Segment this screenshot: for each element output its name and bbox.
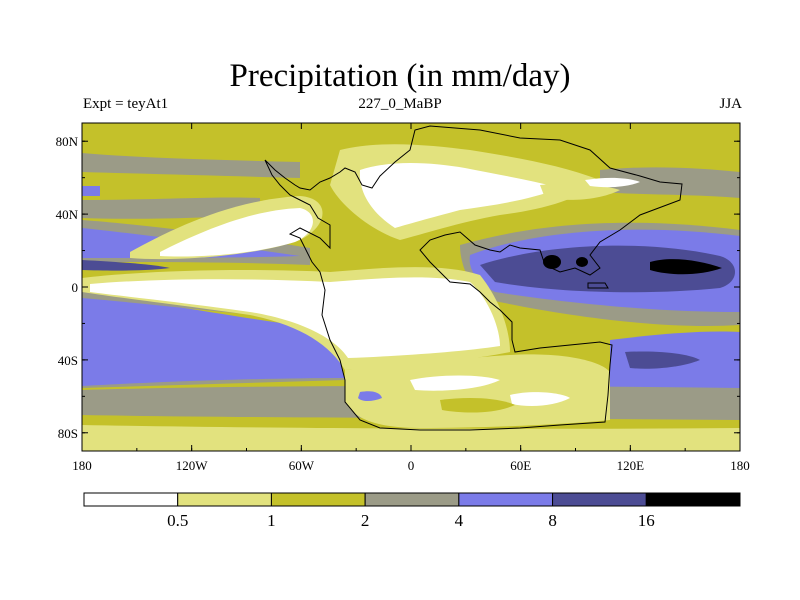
- precip-patch-north-1: [540, 183, 620, 200]
- colorbar-label: 1: [267, 511, 276, 530]
- map-title: Precipitation (in mm/day): [229, 58, 571, 94]
- colorbar: 0.5 1 2 4 8 16: [83, 492, 741, 530]
- precip-region-dry-equatorial-core: [90, 277, 500, 358]
- precip-band-darkblue-west: [82, 260, 170, 271]
- precip-band-lightyellow-polar: [82, 425, 740, 451]
- precipitation-field: [82, 123, 740, 451]
- continent-outline: [264, 125, 683, 431]
- x-tick-label: 120E: [617, 458, 645, 473]
- precip-band-blue-north: [82, 186, 100, 196]
- x-tick-label: 0: [408, 458, 415, 473]
- precip-band-gray-north: [82, 153, 300, 178]
- time-label: 227_0_MaBP: [358, 96, 442, 112]
- precip-patch-south-3: [440, 397, 515, 413]
- colorbar-swatch: [645, 492, 741, 507]
- precip-patch-south-4: [358, 391, 382, 401]
- precip-patch-south-2: [510, 392, 570, 406]
- x-tick-label: 120W: [176, 458, 209, 473]
- x-tick-label: 60W: [289, 458, 315, 473]
- colorbar-swatch: [83, 492, 179, 507]
- precip-band-darkblue-east: [480, 245, 735, 293]
- colorbar-swatch: [270, 492, 366, 507]
- precip-band-darkblue-south-east: [625, 351, 700, 369]
- precip-max-3: [650, 259, 722, 275]
- colorbar-label: 8: [548, 511, 557, 530]
- inland-sea-outline: [587, 282, 609, 289]
- season-label: JJA: [719, 96, 742, 112]
- colorbar-swatch: [458, 492, 554, 507]
- colorbar-swatch: [364, 492, 460, 507]
- y-tick-label: 80S: [58, 426, 78, 441]
- x-tick-label: 60E: [510, 458, 531, 473]
- precip-patch-south-1: [410, 375, 500, 391]
- precip-region-south-continent: [345, 354, 610, 428]
- precip-patch-north-2: [585, 177, 640, 188]
- experiment-label: Expt = teyAt1: [83, 96, 169, 112]
- colorbar-label: 2: [361, 511, 370, 530]
- y-tick-label: 40N: [56, 207, 79, 222]
- precip-region-north-continent-core: [359, 163, 560, 228]
- coastline-path: [264, 125, 683, 431]
- y-tick-label: 80N: [56, 134, 79, 149]
- precip-band-blue-south: [82, 292, 345, 386]
- colorbar-label: 4: [455, 511, 464, 530]
- colorbar-swatch: [552, 492, 647, 507]
- y-tick-label: 40S: [58, 353, 78, 368]
- colorbar-label: 16: [638, 511, 655, 530]
- colorbar-label: 0.5: [167, 511, 188, 530]
- precip-region-dry-northwest-core: [160, 208, 313, 257]
- y-tick-label: 0: [72, 280, 79, 295]
- x-tick-label: 180: [72, 458, 92, 473]
- x-tick-label: 180: [730, 458, 750, 473]
- axis-ticks: 80N 40N 0 40S 80S 180 120W 60W 0 60E 120E 180: [56, 123, 750, 473]
- colorbar-swatch: [177, 492, 272, 507]
- precip-max-2: [576, 257, 588, 267]
- precip-max-1: [543, 255, 561, 269]
